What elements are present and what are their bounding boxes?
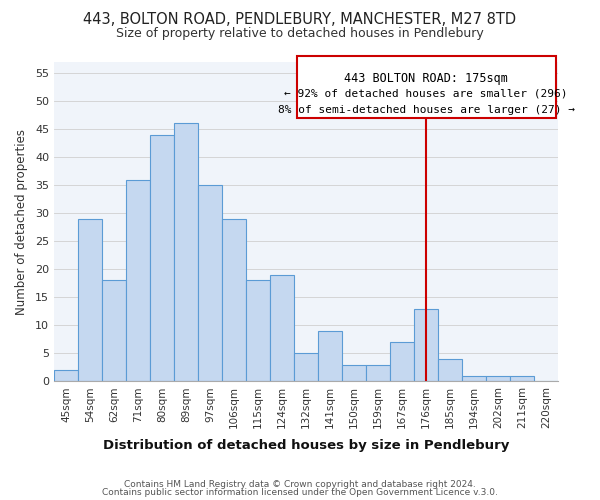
Bar bbox=[438, 359, 462, 382]
Bar bbox=[294, 354, 318, 382]
Text: Contains public sector information licensed under the Open Government Licence v.: Contains public sector information licen… bbox=[102, 488, 498, 497]
Text: 443 BOLTON ROAD: 175sqm: 443 BOLTON ROAD: 175sqm bbox=[344, 72, 508, 85]
Y-axis label: Number of detached properties: Number of detached properties bbox=[15, 128, 28, 314]
Bar bbox=[102, 280, 126, 382]
Bar bbox=[54, 370, 78, 382]
Bar bbox=[270, 275, 294, 382]
Bar bbox=[414, 308, 438, 382]
Bar bbox=[390, 342, 414, 382]
Bar bbox=[246, 280, 270, 382]
X-axis label: Distribution of detached houses by size in Pendlebury: Distribution of detached houses by size … bbox=[103, 440, 509, 452]
Bar bbox=[366, 364, 390, 382]
Text: 443, BOLTON ROAD, PENDLEBURY, MANCHESTER, M27 8TD: 443, BOLTON ROAD, PENDLEBURY, MANCHESTER… bbox=[83, 12, 517, 28]
Bar bbox=[150, 134, 174, 382]
FancyBboxPatch shape bbox=[296, 56, 556, 118]
Bar bbox=[318, 331, 342, 382]
Bar bbox=[462, 376, 486, 382]
Text: ← 92% of detached houses are smaller (296): ← 92% of detached houses are smaller (29… bbox=[284, 88, 568, 99]
Text: Contains HM Land Registry data © Crown copyright and database right 2024.: Contains HM Land Registry data © Crown c… bbox=[124, 480, 476, 489]
Bar bbox=[78, 219, 102, 382]
Bar bbox=[486, 376, 510, 382]
Bar bbox=[126, 180, 150, 382]
Text: 8% of semi-detached houses are larger (27) →: 8% of semi-detached houses are larger (2… bbox=[278, 106, 575, 116]
Bar bbox=[342, 364, 366, 382]
Bar bbox=[198, 185, 222, 382]
Bar bbox=[222, 219, 246, 382]
Bar bbox=[174, 124, 198, 382]
Bar bbox=[510, 376, 534, 382]
Text: Size of property relative to detached houses in Pendlebury: Size of property relative to detached ho… bbox=[116, 28, 484, 40]
